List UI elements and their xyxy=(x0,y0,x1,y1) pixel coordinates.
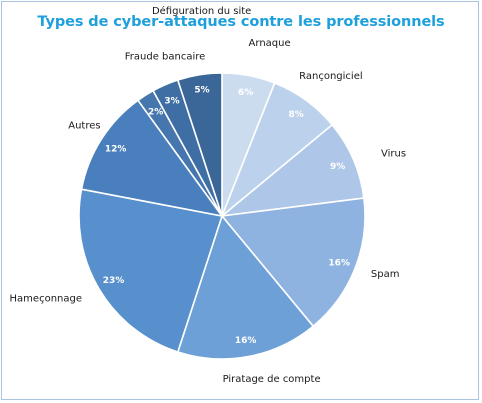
category-label-defiguration-du-site: Défiguration du site xyxy=(152,5,251,17)
percent-label-spam: 16% xyxy=(328,258,350,268)
category-label-rancongiciel: Rançongiciel xyxy=(299,71,362,82)
percent-label-defiguration-du-site: 3% xyxy=(164,96,179,106)
category-label-hameconnage: Hameçonnage xyxy=(10,293,82,304)
pie-slice-spam xyxy=(220,197,366,328)
category-label-piratage-de-compte: Piratage de compte xyxy=(223,374,321,385)
percent-label-autres: 12% xyxy=(105,145,127,155)
percent-label-fraude-bancaire: 2% xyxy=(148,107,163,117)
percent-label-piratage-de-compte: 16% xyxy=(235,336,257,346)
percent-label-hameconnage: 23% xyxy=(103,276,125,286)
percent-label-arnaque: 6% xyxy=(238,88,253,98)
pie-slice-intrusion-fuite xyxy=(176,72,223,217)
chart-title: Types de cyber-attaques contre les profe… xyxy=(37,14,445,30)
category-label-spam: Spam xyxy=(371,269,400,280)
percent-label-rancongiciel: 8% xyxy=(288,110,303,120)
category-label-fraude-bancaire: Fraude bancaire xyxy=(125,52,206,63)
pie-slices xyxy=(78,72,366,360)
pie-slice-hameconnage xyxy=(78,188,224,354)
category-label-autres: Autres xyxy=(68,120,100,131)
pie-slice-virus xyxy=(219,123,365,218)
percent-label-virus: 9% xyxy=(330,162,345,172)
category-label-virus: Virus xyxy=(381,148,406,159)
percent-label-intrusion-fuite: 5% xyxy=(194,86,209,96)
category-labels: Arnaque Rançongiciel Virus Spam Piratage de … xyxy=(10,5,407,385)
percent-labels: 6% 8% 9% 16% 16% 23% 12% 2%3% 5% xyxy=(103,86,350,346)
pie-slice-piratage-de-compte xyxy=(176,214,315,360)
pie-slice-autres xyxy=(80,99,224,218)
category-label-arnaque: Arnaque xyxy=(249,38,291,49)
